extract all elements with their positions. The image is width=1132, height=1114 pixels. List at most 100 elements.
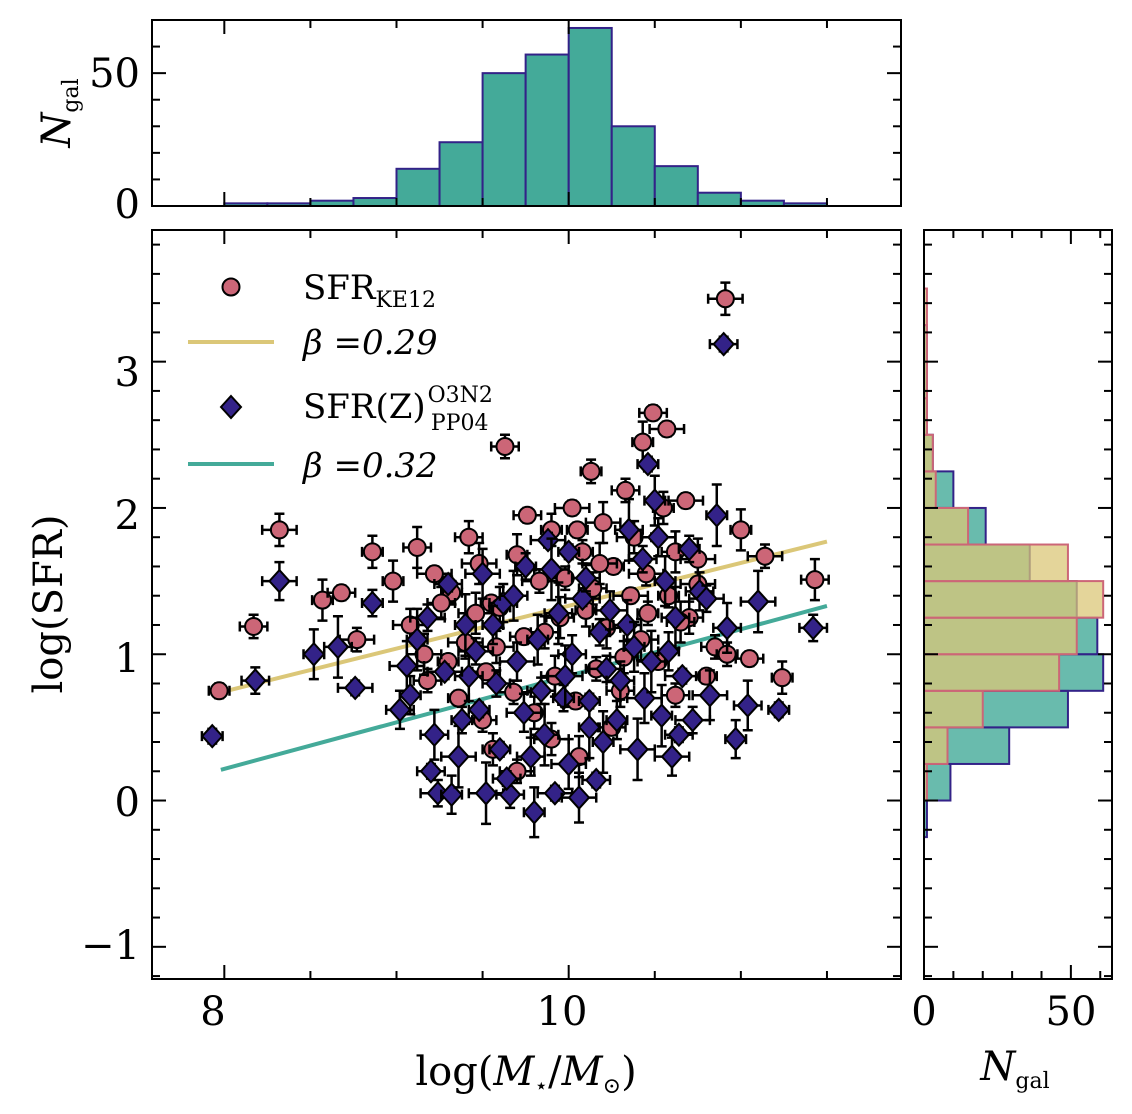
point-ke12 xyxy=(657,419,677,439)
top-histogram: 50 0 Ngal xyxy=(34,19,902,228)
point-ke12 xyxy=(772,668,792,688)
point-pp04 xyxy=(677,536,701,562)
xlabel-m: M xyxy=(492,1049,535,1095)
top-histogram-bar xyxy=(610,125,656,207)
point-pp04 xyxy=(557,751,581,777)
point-ke12 xyxy=(567,520,587,540)
point-ke12 xyxy=(209,681,229,701)
point-pp04 xyxy=(200,723,224,749)
point-ke12 xyxy=(362,542,382,562)
point-pp04 xyxy=(361,590,384,616)
legend-entry-ke12: SFRKE12 xyxy=(221,268,436,313)
point-pp04 xyxy=(440,782,463,808)
side-xlabel-sub: gal xyxy=(1015,1069,1049,1094)
point-pp04 xyxy=(526,627,550,653)
side-xtick-label-50: 50 xyxy=(1046,989,1097,1035)
point-pp04 xyxy=(577,714,601,740)
point-pp04 xyxy=(746,589,770,615)
point-ke12 xyxy=(676,491,696,511)
point-pp04 xyxy=(626,736,649,762)
point-ke12 xyxy=(383,571,403,591)
point-pp04 xyxy=(514,553,537,579)
legend-marker-circle xyxy=(221,277,241,297)
point-pp04 xyxy=(485,671,508,696)
main-frame xyxy=(151,229,902,980)
point-pp04 xyxy=(512,700,536,726)
side-histogram-frame xyxy=(923,229,1113,980)
main-xlabel: log(M⋆/M⊙) xyxy=(415,1049,636,1099)
point-pp04 xyxy=(488,736,512,762)
side-histogram: 0 50 Ngal xyxy=(911,229,1113,1094)
point-pp04 xyxy=(522,799,546,825)
point-pp04 xyxy=(670,663,694,689)
top-ytick-label-50: 50 xyxy=(89,51,140,97)
point-pp04 xyxy=(715,615,739,641)
xtick-label-10: 10 xyxy=(537,989,588,1035)
point-pp04 xyxy=(405,627,429,653)
point-pp04 xyxy=(712,331,736,357)
top-histogram-bar xyxy=(352,197,398,207)
legend-label-ke12-sub: KE12 xyxy=(375,288,436,313)
point-pp04 xyxy=(450,707,474,733)
point-pp04 xyxy=(536,527,560,553)
side-histogram-ticks xyxy=(923,230,1112,979)
legend-label-ke12-main: SFR xyxy=(303,268,377,308)
point-ke12 xyxy=(517,505,537,525)
point-pp04 xyxy=(571,586,594,612)
point-ke12 xyxy=(562,498,582,518)
point-ke12 xyxy=(593,513,613,533)
point-pp04 xyxy=(650,703,674,729)
point-ke12 xyxy=(616,480,636,500)
point-pp04 xyxy=(533,722,556,748)
top-histogram-bar xyxy=(653,165,699,207)
ytick-label-2: 2 xyxy=(115,493,140,539)
point-ke12 xyxy=(739,649,759,669)
ytick-label-0: 0 xyxy=(115,780,140,826)
legend-label-beta029: β =0.29 xyxy=(301,323,438,363)
point-pp04 xyxy=(577,688,601,714)
legend-label-pp04-sup: O3N2 xyxy=(428,383,493,408)
main-ticks xyxy=(152,230,901,979)
point-ke12 xyxy=(431,593,451,613)
side-histogram-bar-ke12 xyxy=(923,470,937,509)
top-histogram-ylabel: Ngal xyxy=(34,78,84,148)
point-pp04 xyxy=(481,612,505,638)
point-pp04 xyxy=(268,568,291,594)
point-pp04 xyxy=(767,697,791,723)
legend-entry-pp04: SFR(Z)O3N2 PP04 xyxy=(219,383,493,436)
point-pp04 xyxy=(495,766,519,792)
side-histogram-bar-ke12 xyxy=(923,689,984,729)
legend-entry-beta032: β =0.32 xyxy=(188,446,438,486)
top-histogram-bar xyxy=(395,167,441,208)
point-pp04 xyxy=(591,729,615,755)
point-ke12 xyxy=(590,554,610,574)
top-ytick-label-0: 0 xyxy=(115,182,140,228)
ytick-label-neg1: −1 xyxy=(81,923,140,969)
point-pp04 xyxy=(574,565,598,591)
top-histogram-bar xyxy=(696,191,742,207)
legend-label-beta032: β =0.32 xyxy=(301,446,438,486)
point-pp04 xyxy=(326,634,350,660)
point-pp04 xyxy=(639,649,663,675)
point-ke12 xyxy=(638,603,658,623)
pp04-points xyxy=(200,331,829,839)
xtick-label-8: 8 xyxy=(200,989,225,1035)
point-ke12 xyxy=(731,520,751,540)
side-xlabel-main: N xyxy=(979,1044,1017,1090)
point-ke12 xyxy=(486,637,506,657)
xlabel-msun: M xyxy=(561,1049,604,1095)
point-ke12 xyxy=(621,586,641,606)
ke12-points xyxy=(207,281,830,785)
point-pp04 xyxy=(416,605,439,631)
point-pp04 xyxy=(243,668,267,694)
point-pp04 xyxy=(622,634,646,660)
top-histogram-bar xyxy=(438,141,484,208)
point-pp04 xyxy=(681,707,705,733)
point-pp04 xyxy=(724,726,748,752)
point-ke12 xyxy=(269,520,289,540)
top-ylabel-sub: gal xyxy=(59,78,84,112)
ytick-label-1: 1 xyxy=(115,636,140,682)
point-pp04 xyxy=(529,678,553,704)
side-histogram-bars xyxy=(923,287,1105,839)
